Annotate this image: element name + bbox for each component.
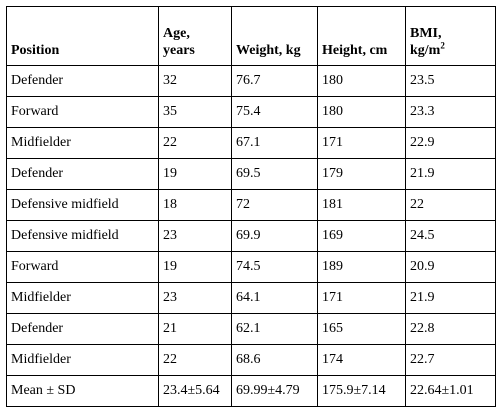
cell-position: Defensive midfield: [6, 220, 159, 252]
table-row: Forward 19 74.5 189 20.9: [6, 251, 496, 283]
cell-weight: 69.5: [231, 158, 318, 190]
table-row: Defensive midfield 18 72 181 22: [6, 189, 496, 221]
cell-age: 19: [158, 251, 232, 283]
cell-position: Midfielder: [6, 282, 159, 314]
cell-height: 165: [317, 313, 406, 345]
cell-height: 179: [317, 158, 406, 190]
header-age: Age, years: [158, 6, 232, 66]
cell-age: 18: [158, 189, 232, 221]
cell-weight: 69.9: [231, 220, 318, 252]
cell-age: 22: [158, 127, 232, 159]
cell-bmi: 22.9: [405, 127, 496, 159]
cell-weight: 68.6: [231, 344, 318, 376]
table-row: Midfielder 22 68.6 174 22.7: [6, 344, 496, 376]
cell-height: 171: [317, 127, 406, 159]
cell-bmi: 21.9: [405, 158, 496, 190]
cell-age: 22: [158, 344, 232, 376]
cell-height: 174: [317, 344, 406, 376]
cell-height: 175.9±7.14: [317, 375, 406, 407]
cell-age: 23.4±5.64: [158, 375, 232, 407]
header-height: Height, cm: [317, 6, 406, 66]
cell-bmi: 21.9: [405, 282, 496, 314]
cell-height: 181: [317, 189, 406, 221]
cell-weight: 64.1: [231, 282, 318, 314]
cell-position: Defender: [6, 158, 159, 190]
cell-weight: 75.4: [231, 96, 318, 128]
cell-height: 169: [317, 220, 406, 252]
cell-position: Defensive midfield: [6, 189, 159, 221]
header-weight: Weight, kg: [231, 6, 318, 66]
cell-weight: 74.5: [231, 251, 318, 283]
cell-height: 180: [317, 96, 406, 128]
cell-bmi: 23.5: [405, 65, 496, 97]
cell-age: 21: [158, 313, 232, 345]
table-row: Defender 19 69.5 179 21.9: [6, 158, 496, 190]
cell-bmi: 23.3: [405, 96, 496, 128]
cell-height: 171: [317, 282, 406, 314]
cell-height: 189: [317, 251, 406, 283]
table-body: Defender 32 76.7 180 23.5 Forward 35 75.4 180 23.…: [6, 65, 496, 407]
table-row: Defensive midfield 23 69.9 169 24.5: [6, 220, 496, 252]
header-bmi: BMI, kg/m2: [405, 6, 496, 66]
cell-age: 19: [158, 158, 232, 190]
cell-position: Forward: [6, 96, 159, 128]
cell-bmi: 22.7: [405, 344, 496, 376]
cell-position: Midfielder: [6, 344, 159, 376]
cell-weight: 67.1: [231, 127, 318, 159]
table-row: Midfielder 22 67.1 171 22.9: [6, 127, 496, 159]
header-position: Position: [6, 6, 159, 66]
cell-position: Midfielder: [6, 127, 159, 159]
cell-position: Mean ± SD: [6, 375, 159, 407]
table-row: Defender 32 76.7 180 23.5: [6, 65, 496, 97]
table-row: Midfielder 23 64.1 171 21.9: [6, 282, 496, 314]
table-header: Position Age, years Weight, kg Height, c…: [6, 6, 496, 66]
cell-weight: 72: [231, 189, 318, 221]
cell-bmi: 22: [405, 189, 496, 221]
cell-bmi: 22.64±1.01: [405, 375, 496, 407]
cell-weight: 69.99±4.79: [231, 375, 318, 407]
cell-bmi: 20.9: [405, 251, 496, 283]
cell-position: Defender: [6, 313, 159, 345]
table-row: Forward 35 75.4 180 23.3: [6, 96, 496, 128]
header-row: Position Age, years Weight, kg Height, c…: [6, 6, 496, 66]
cell-age: 23: [158, 220, 232, 252]
table-row: Defender 21 62.1 165 22.8: [6, 313, 496, 345]
cell-age: 35: [158, 96, 232, 128]
cell-bmi: 22.8: [405, 313, 496, 345]
player-stats-table: Position Age, years Weight, kg Height, c…: [6, 6, 496, 407]
cell-age: 23: [158, 282, 232, 314]
summary-row: Mean ± SD 23.4±5.64 69.99±4.79 175.9±7.14 22…: [6, 375, 496, 407]
cell-weight: 76.7: [231, 65, 318, 97]
cell-height: 180: [317, 65, 406, 97]
cell-age: 32: [158, 65, 232, 97]
cell-position: Forward: [6, 251, 159, 283]
cell-weight: 62.1: [231, 313, 318, 345]
cell-position: Defender: [6, 65, 159, 97]
cell-bmi: 24.5: [405, 220, 496, 252]
